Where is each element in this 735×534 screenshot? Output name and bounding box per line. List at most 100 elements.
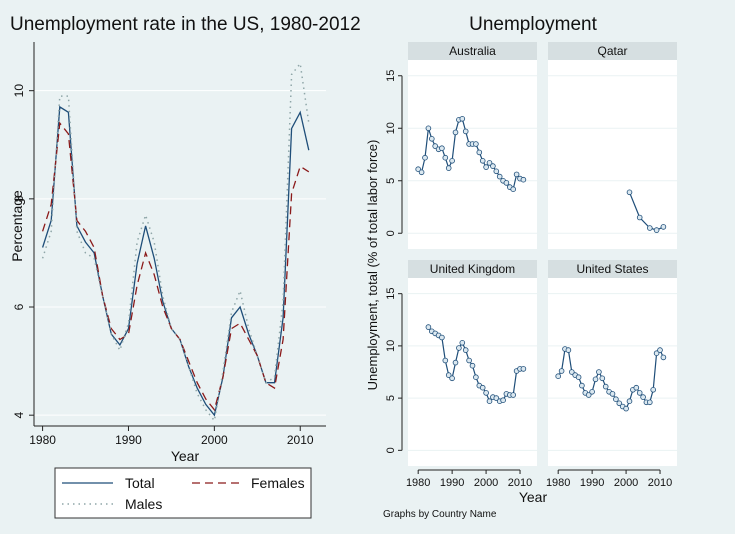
panel-y-tick-label: 0 (385, 447, 397, 453)
panel-x-tick-label: 1990 (580, 477, 604, 489)
panel-data-point (486, 160, 493, 166)
panel-data-point (493, 168, 500, 175)
panel-data-point (445, 372, 452, 378)
panel-y-tick-label: 0 (385, 230, 397, 236)
panel-x-tick-label: 2000 (614, 477, 638, 489)
panel-data-point (513, 171, 520, 178)
panel-x-tick-label: 2010 (648, 477, 672, 489)
left-x-axis: 1980 1990 2000 2010 (29, 425, 326, 447)
panel-data-point (500, 397, 506, 404)
panel-data-point (425, 125, 432, 132)
left-y-axis: 4 6 8 10 (12, 42, 35, 426)
panel-plot-area (408, 60, 537, 249)
panel-data-point (660, 224, 667, 230)
panel-data-point (483, 164, 489, 170)
panel-data-point (596, 369, 602, 375)
panel-title: United Kingdom (430, 262, 515, 276)
panel-data-point (456, 345, 462, 351)
panel-data-point (459, 116, 466, 122)
left-y-tick-label: 8 (12, 195, 26, 202)
panel-title: Qatar (597, 44, 627, 58)
panel-data-point (568, 369, 575, 375)
panel-data-point (425, 324, 432, 330)
panel-data-point (646, 399, 653, 406)
right-x-axis-label: Year (519, 489, 548, 505)
panel-data-point (520, 176, 527, 183)
panel-y-tick-label: 5 (385, 395, 397, 401)
panel-data-point (445, 165, 452, 171)
panel-data-point (636, 390, 643, 396)
panel-data-point (459, 339, 466, 346)
panel-plot-area (548, 60, 677, 249)
panel-data-point (626, 398, 633, 405)
panel-data-point (660, 354, 667, 361)
panel-data-point (422, 154, 428, 161)
panel-y-tick-label: 10 (385, 122, 397, 134)
panel-data-point (473, 141, 479, 147)
series-line-males (41, 61, 310, 423)
panel-data-point (599, 375, 606, 382)
panel-data-point (418, 169, 425, 176)
panel-data-point (490, 163, 496, 169)
panel-y-tick-label: 10 (385, 340, 397, 352)
panel-australia: Australia 0 5 10 15 (385, 42, 537, 249)
panel-data-point (462, 128, 469, 135)
panel-data-point (616, 400, 623, 407)
left-x-axis-label: Year (171, 448, 200, 464)
left-x-tick-label: 2000 (201, 433, 228, 447)
right-y-axis-label: Unemployment, total (% of total labor fo… (365, 140, 380, 391)
panel-data-point (589, 388, 595, 395)
panel-data-point (486, 398, 493, 405)
panel-data-point (442, 357, 449, 364)
panel-data-point (565, 347, 572, 353)
panel-data-point (609, 391, 616, 397)
panel-header (548, 42, 677, 60)
panel-y-tick-label: 5 (385, 178, 397, 184)
panel-data-point (449, 375, 455, 382)
panel-data-point (503, 180, 510, 186)
panel-data-point (623, 405, 629, 412)
panel-data-point (442, 154, 449, 161)
left-plot-area (34, 42, 326, 426)
panel-title: Australia (449, 44, 496, 58)
panel-data-point (653, 350, 660, 357)
panel-data-point (558, 368, 565, 374)
panel-y-tick-label: 15 (385, 288, 397, 300)
panel-data-point (585, 392, 592, 398)
legend-label-females: Females (251, 475, 305, 491)
panel-x-tick-label: 1980 (406, 477, 430, 489)
panel-data-point (602, 383, 609, 390)
panel-data-point (449, 158, 455, 164)
panel-data-point (520, 366, 527, 372)
panel-data-point (483, 390, 489, 396)
panel-data-point (439, 145, 445, 152)
panel-united-kingdom: United Kingdom 0 5 10 15 1980 1990 2000 2010 (385, 260, 537, 489)
panel-data-point (657, 347, 663, 353)
panel-x-tick-label: 1980 (546, 477, 570, 489)
panel-y-tick-label: 15 (385, 70, 397, 82)
panel-data-point (496, 173, 503, 180)
panel-data-point (415, 166, 422, 173)
panel-data-point (428, 136, 435, 142)
panel-header (408, 42, 537, 60)
left-y-axis-label: Percentage (9, 190, 25, 262)
panel-data-point (626, 189, 633, 196)
panel-data-point (439, 334, 445, 341)
panel-data-point (592, 376, 599, 383)
left-y-tick-label: 4 (12, 412, 26, 419)
panel-data-point (575, 374, 582, 381)
panel-data-point (479, 384, 486, 391)
panel-data-point (646, 225, 653, 231)
panel-data-point (636, 214, 643, 221)
right-panels: Australia 0 5 10 15 Qatar United Kingdom 0 5 10 15… (385, 42, 677, 489)
panel-data-point (466, 357, 472, 364)
panel-data-point (640, 394, 646, 400)
panel-x-tick-label: 2010 (508, 477, 532, 489)
left-y-tick-label: 10 (12, 84, 26, 98)
left-chart-title: Unemployment rate in the US, 1980-2012 (10, 14, 361, 35)
panel-data-point (479, 158, 486, 164)
panel-x-tick-label: 2000 (474, 477, 498, 489)
legend-label-males: Males (125, 496, 162, 512)
panel-data-point (452, 359, 459, 366)
